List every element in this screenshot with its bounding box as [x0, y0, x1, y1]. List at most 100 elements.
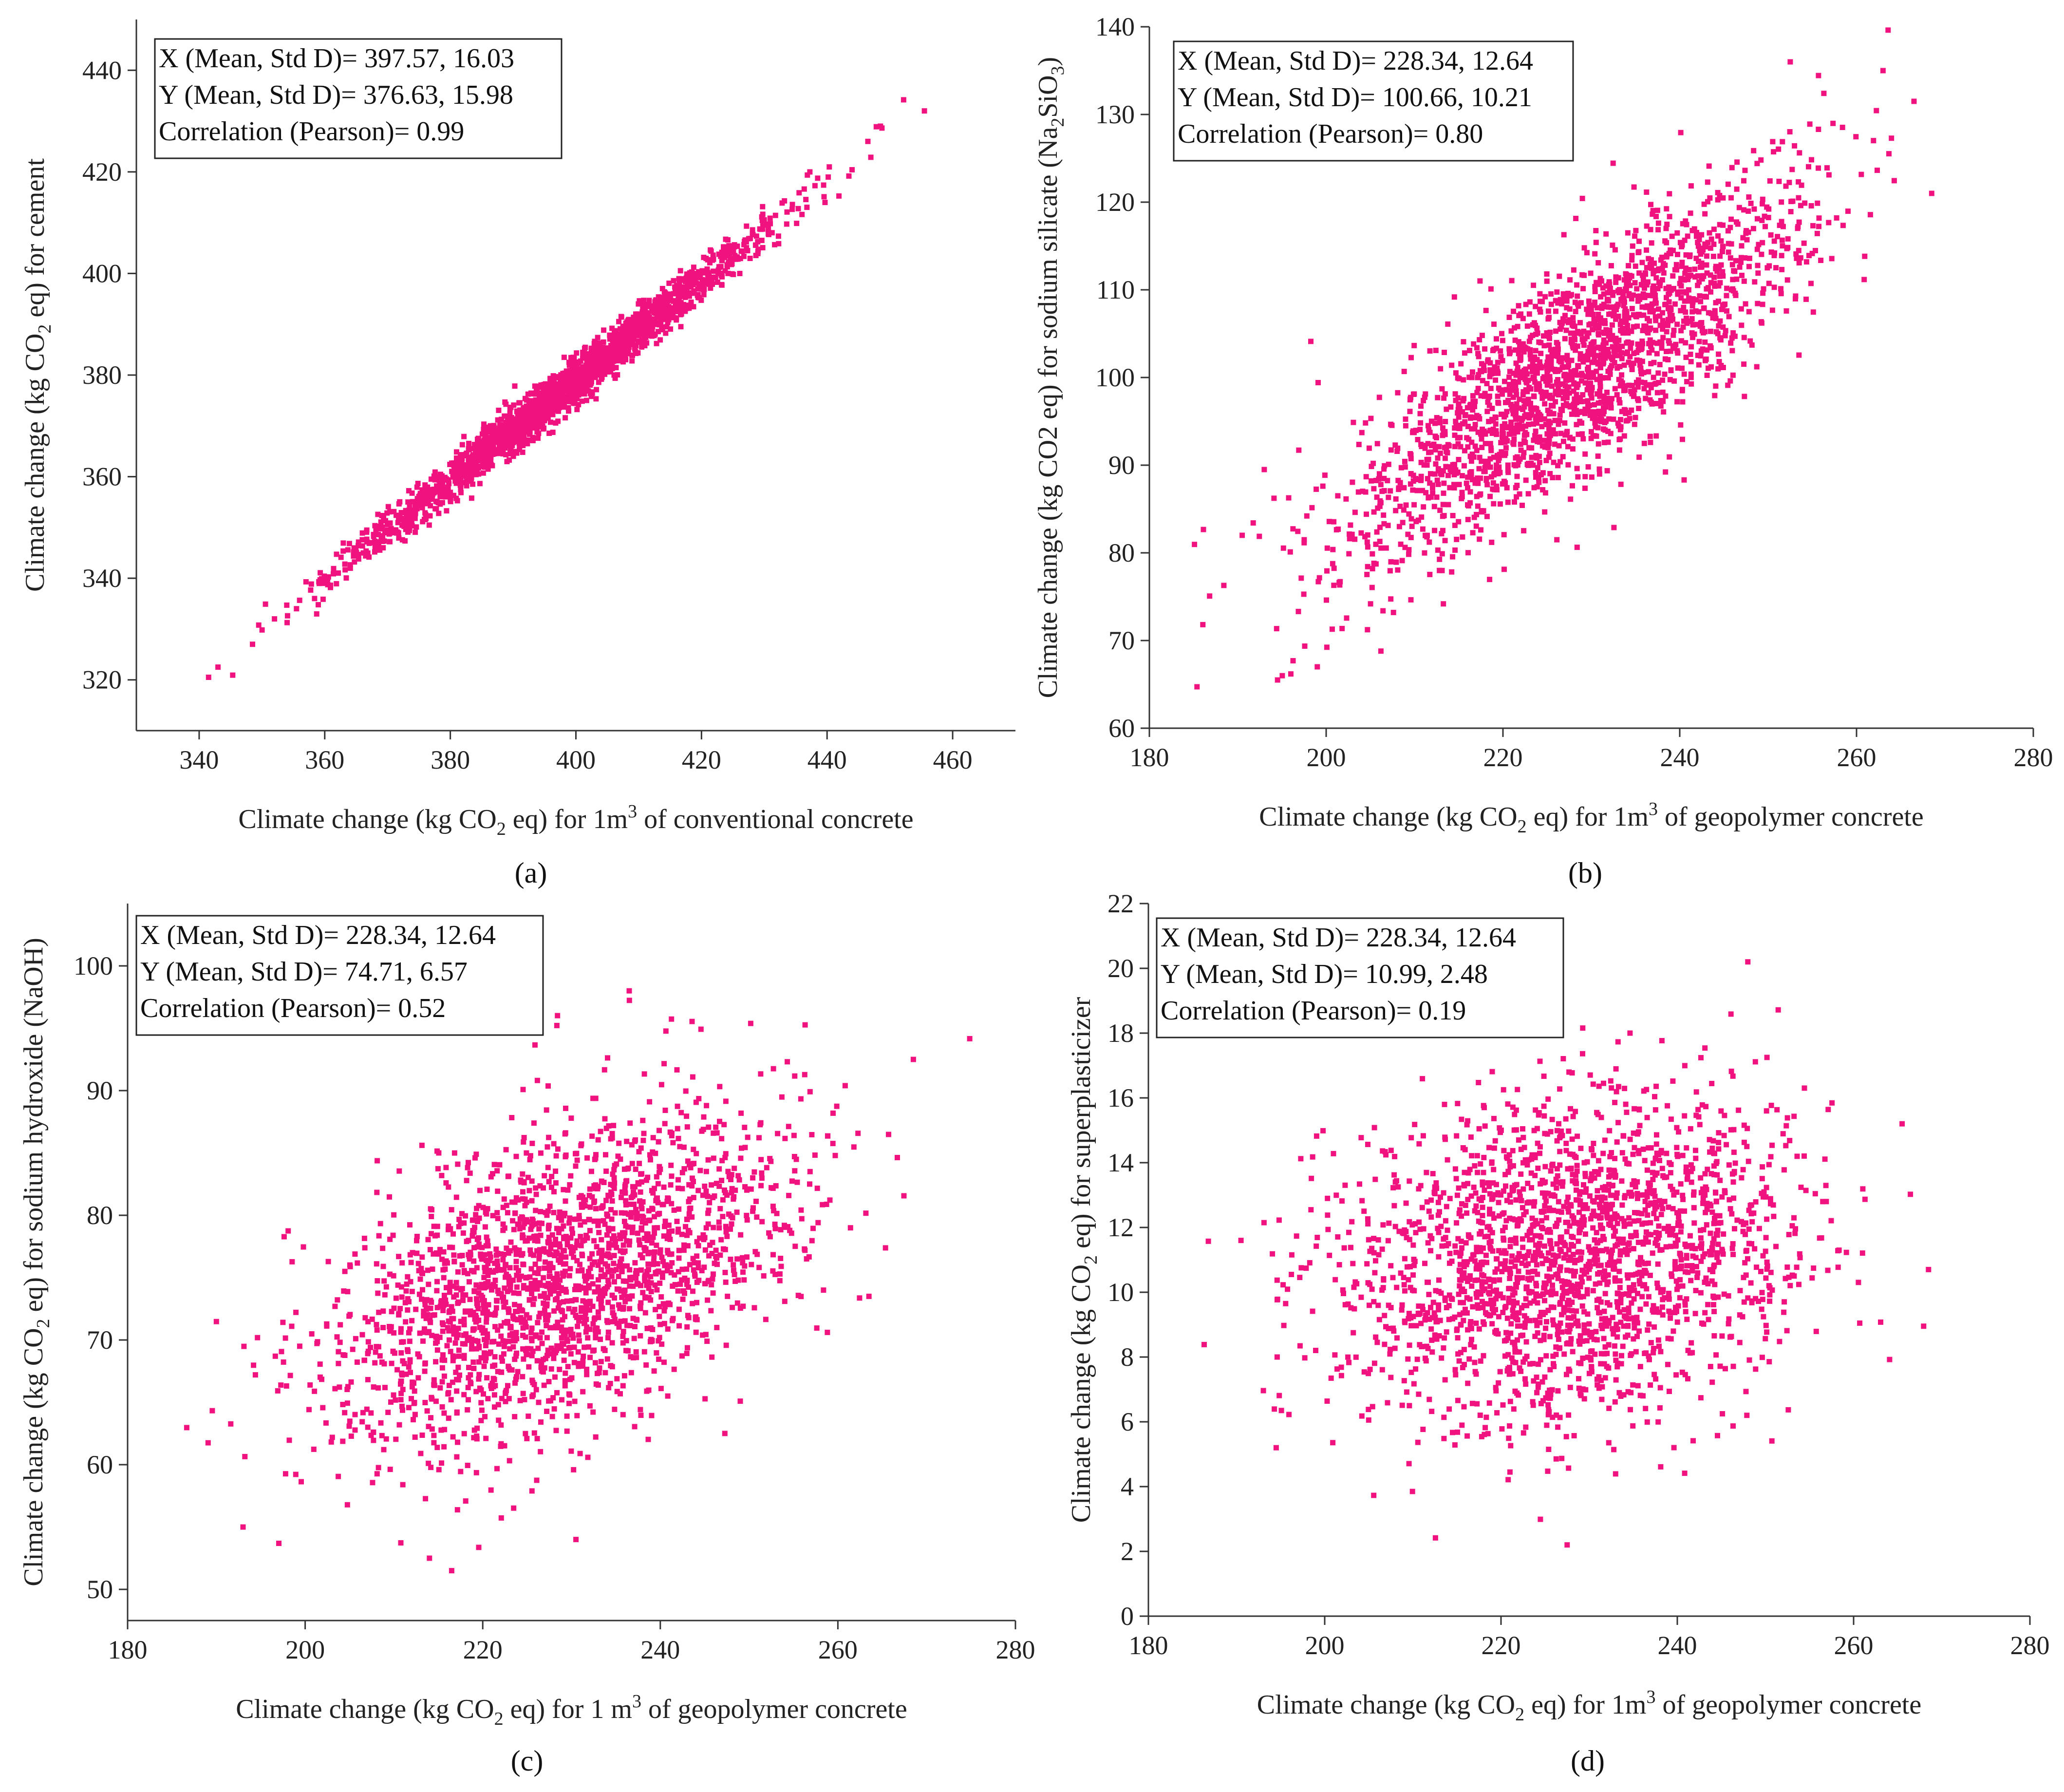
data-point: [1546, 425, 1552, 431]
data-point: [1617, 417, 1623, 422]
data-point: [1655, 370, 1661, 376]
data-point: [1588, 409, 1594, 415]
data-point: [574, 1157, 580, 1163]
data-point: [1515, 429, 1520, 434]
data-point: [1625, 330, 1631, 336]
data-point: [1498, 348, 1503, 354]
data-point: [366, 554, 372, 560]
data-point: [764, 222, 769, 228]
data-point: [396, 517, 401, 523]
data-point: [1730, 372, 1736, 378]
data-point: [657, 310, 663, 316]
data-point: [1422, 445, 1428, 451]
data-point: [559, 391, 565, 397]
data-point: [1440, 513, 1445, 519]
data-point: [1605, 290, 1611, 296]
data-point: [1525, 421, 1531, 427]
data-point: [1515, 323, 1520, 329]
data-point: [1484, 409, 1490, 415]
data-point: [1374, 441, 1380, 447]
data-point: [741, 1277, 747, 1283]
data-point: [1581, 328, 1587, 334]
panel-a-stat-corr: Correlation (Pearson)= 0.99: [159, 116, 464, 147]
data-point: [572, 392, 578, 398]
data-point: [665, 320, 671, 325]
data-point: [1584, 250, 1590, 256]
panel-b-stat-corr: Correlation (Pearson)= 0.80: [1178, 119, 1483, 149]
data-point: [1479, 458, 1484, 464]
data-point: [738, 1232, 744, 1238]
data-point: [328, 583, 334, 588]
data-point: [537, 399, 543, 405]
data-point: [1629, 296, 1634, 302]
data-point: [1555, 300, 1561, 306]
data-point: [779, 200, 785, 206]
data-point: [1586, 302, 1592, 308]
data-point: [1761, 286, 1766, 292]
data-point: [571, 355, 577, 361]
data-point: [1663, 285, 1669, 291]
data-point: [512, 437, 518, 443]
data-point: [454, 459, 460, 465]
data-point: [300, 1244, 306, 1250]
panel-c-points: [184, 988, 973, 1574]
data-point: [1771, 238, 1777, 244]
data-point: [1571, 267, 1576, 273]
data-point: [496, 1341, 502, 1347]
data-point: [671, 298, 676, 304]
data-point: [428, 476, 434, 482]
data-point: [567, 1182, 573, 1188]
data-point: [1531, 437, 1537, 443]
data-point: [520, 433, 525, 439]
data-point: [467, 1279, 472, 1285]
data-point: [664, 324, 670, 330]
data-point: [1754, 161, 1760, 167]
data-point: [1598, 399, 1604, 405]
data-point: [1655, 286, 1661, 291]
data-point: [1664, 349, 1669, 354]
data-point: [621, 1219, 627, 1225]
data-point: [595, 369, 600, 375]
data-point: [1729, 348, 1735, 354]
data-point: [593, 396, 599, 402]
data-point: [322, 575, 328, 581]
data-point: [1506, 315, 1512, 320]
data-point: [1531, 283, 1537, 288]
data-point: [1567, 293, 1573, 299]
data-point: [1653, 327, 1659, 333]
data-point: [1686, 267, 1692, 272]
data-point: [347, 1418, 353, 1424]
x-tick-label: 220: [1483, 743, 1523, 772]
data-point: [815, 175, 821, 181]
data-point: [329, 1434, 335, 1440]
data-point: [1557, 459, 1563, 465]
data-point: [723, 1342, 729, 1348]
data-point: [1531, 421, 1536, 427]
data-point: [1562, 336, 1568, 341]
data-point: [529, 1488, 535, 1494]
data-point: [514, 425, 520, 431]
data-point: [1623, 411, 1629, 416]
data-point: [799, 211, 805, 217]
data-point: [1708, 345, 1714, 351]
data-point: [363, 548, 369, 554]
data-point: [1580, 286, 1586, 292]
data-point: [642, 343, 648, 349]
data-point: [613, 365, 619, 371]
data-point: [1302, 643, 1308, 649]
data-point: [1683, 276, 1689, 282]
data-point: [476, 1241, 482, 1247]
data-point: [1603, 231, 1609, 237]
data-point: [1699, 260, 1705, 266]
data-point: [1667, 290, 1672, 296]
data-point: [1662, 263, 1668, 268]
data-point: [609, 350, 615, 356]
data-point: [1545, 442, 1551, 448]
data-point: [483, 432, 488, 438]
data-point: [1591, 370, 1596, 376]
data-point: [1623, 288, 1629, 294]
data-point: [1508, 387, 1514, 393]
data-point: [1683, 252, 1689, 258]
data-point: [1684, 379, 1690, 384]
data-point: [1692, 274, 1698, 280]
